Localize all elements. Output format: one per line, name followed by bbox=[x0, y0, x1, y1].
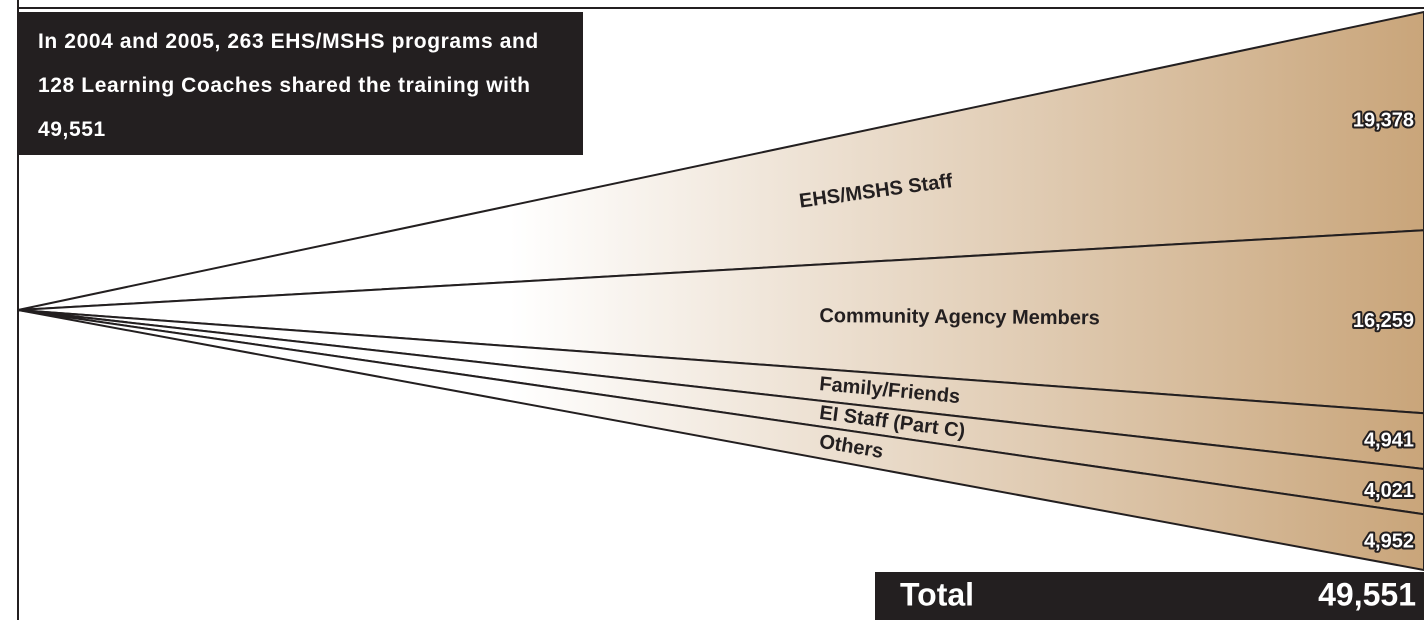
wedge bbox=[17, 309, 1424, 571]
total-title: Total bbox=[900, 576, 974, 612]
note-box: In 2004 and 2005, 263 EHS/MSHS programs … bbox=[18, 12, 583, 155]
segment-label: Community Agency Members bbox=[819, 305, 1100, 329]
value-label: 4,952 bbox=[1364, 530, 1414, 552]
total-value: 49,551 bbox=[1318, 576, 1416, 612]
value-label: 4,021 bbox=[1364, 480, 1414, 502]
value-label: 4,941 bbox=[1364, 429, 1414, 451]
value-label: 19,378 bbox=[1353, 109, 1414, 131]
total-bar bbox=[875, 572, 1424, 620]
value-label: 16,259 bbox=[1353, 310, 1414, 332]
